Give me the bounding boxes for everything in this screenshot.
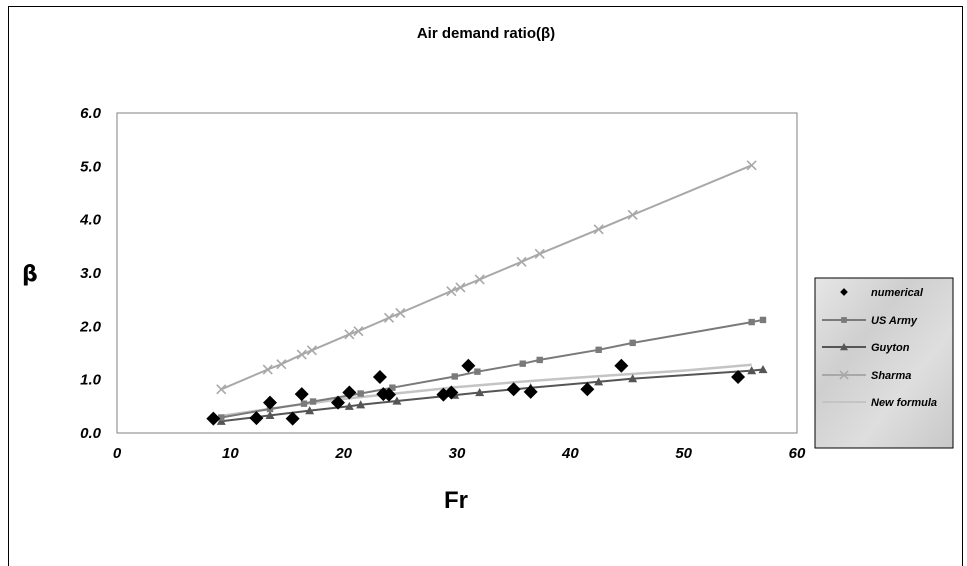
data-point	[218, 414, 225, 421]
y-tick-label: 5.0	[80, 158, 102, 175]
data-point	[382, 387, 396, 402]
data-point	[731, 370, 746, 384]
data-point	[249, 411, 264, 426]
legend-item: numerical	[840, 287, 924, 299]
legend-marker	[839, 370, 849, 380]
data-point	[580, 382, 595, 397]
y-tick-label: 3.0	[80, 265, 102, 282]
x-tick-label: 20	[334, 445, 352, 462]
x-axis-label: Fr	[444, 487, 468, 514]
legend-item: Guyton	[822, 342, 910, 354]
legend-marker	[840, 288, 848, 296]
y-tick-label: 1.0	[80, 372, 102, 389]
data-point	[344, 329, 355, 340]
legend-marker	[841, 317, 847, 323]
legend-label: Guyton	[871, 342, 910, 354]
data-point	[294, 387, 309, 402]
legend-box	[814, 277, 954, 449]
data-point	[444, 385, 459, 400]
data-point	[628, 374, 638, 383]
data-point	[263, 395, 277, 410]
data-point	[216, 384, 227, 395]
data-point	[748, 318, 755, 326]
series-sharma	[216, 160, 757, 395]
data-point	[746, 160, 757, 171]
plot-area	[116, 112, 798, 434]
data-point	[296, 349, 307, 360]
legend-label: Sharma	[871, 370, 911, 382]
data-point	[451, 373, 458, 380]
data-point	[475, 387, 485, 397]
legend-item: Sharma	[822, 370, 911, 382]
legend-item: New formula	[822, 397, 937, 409]
data-point	[519, 360, 526, 367]
x-tick-labels: 0 10 20 30 40 50 60	[113, 445, 806, 462]
data-point	[455, 282, 466, 293]
y-tick-label: 4.0	[79, 212, 102, 229]
legend: numerical US Army Guyton Sharma New formula	[814, 277, 954, 449]
data-point	[331, 395, 345, 410]
data-point	[506, 382, 521, 397]
data-point	[461, 358, 476, 373]
data-point	[627, 209, 638, 220]
data-point	[595, 346, 602, 353]
data-point	[395, 307, 406, 319]
x-tick-label: 10	[222, 445, 239, 462]
data-point	[758, 365, 768, 374]
data-point	[534, 248, 545, 259]
data-point	[593, 224, 604, 235]
data-point	[516, 256, 527, 267]
data-point	[353, 326, 364, 337]
legend-marker	[839, 342, 849, 351]
x-tick-label: 60	[789, 445, 806, 462]
x-tick-label: 50	[675, 445, 692, 462]
data-point	[300, 400, 308, 407]
x-tick-label: 0	[113, 445, 122, 462]
data-point	[265, 410, 275, 419]
data-point	[474, 368, 481, 375]
series-layer	[206, 160, 768, 426]
y-tick-labels: 0.0 1.0 2.0 3.0 4.0 5.0 6.0	[79, 105, 102, 442]
data-point	[344, 401, 354, 410]
data-point	[594, 377, 604, 386]
data-point	[446, 286, 457, 297]
legend-label: numerical	[871, 287, 924, 299]
x-tick-label: 30	[449, 445, 466, 462]
data-point	[305, 406, 315, 415]
chart-title: Air demand ratio(β)	[417, 25, 555, 42]
data-point	[747, 366, 757, 375]
data-point	[536, 356, 543, 364]
legend-item: US Army	[822, 315, 918, 327]
legend-label: US Army	[871, 315, 918, 327]
y-tick-label: 2.0	[79, 318, 102, 335]
data-point	[383, 312, 395, 323]
data-point	[392, 396, 402, 405]
data-point	[614, 358, 629, 373]
y-axis-label: β	[22, 262, 38, 287]
series-numerical	[206, 358, 746, 426]
data-point	[285, 411, 300, 426]
legend-label: New formula	[871, 397, 937, 409]
data-point	[306, 345, 317, 356]
x-tick-label: 40	[561, 445, 579, 462]
y-tick-label: 0.0	[80, 425, 102, 442]
data-point	[206, 411, 221, 426]
data-point	[357, 390, 364, 397]
data-point	[474, 274, 485, 285]
data-point	[276, 359, 287, 370]
data-point	[309, 398, 317, 405]
data-point	[523, 384, 538, 399]
data-point	[629, 339, 636, 347]
data-point	[356, 400, 366, 409]
data-point	[262, 364, 273, 375]
y-tick-label: 6.0	[80, 105, 102, 122]
data-point	[342, 385, 357, 400]
data-point	[372, 370, 387, 384]
data-point	[759, 316, 767, 324]
data-point	[389, 384, 396, 391]
data-point	[216, 416, 226, 425]
